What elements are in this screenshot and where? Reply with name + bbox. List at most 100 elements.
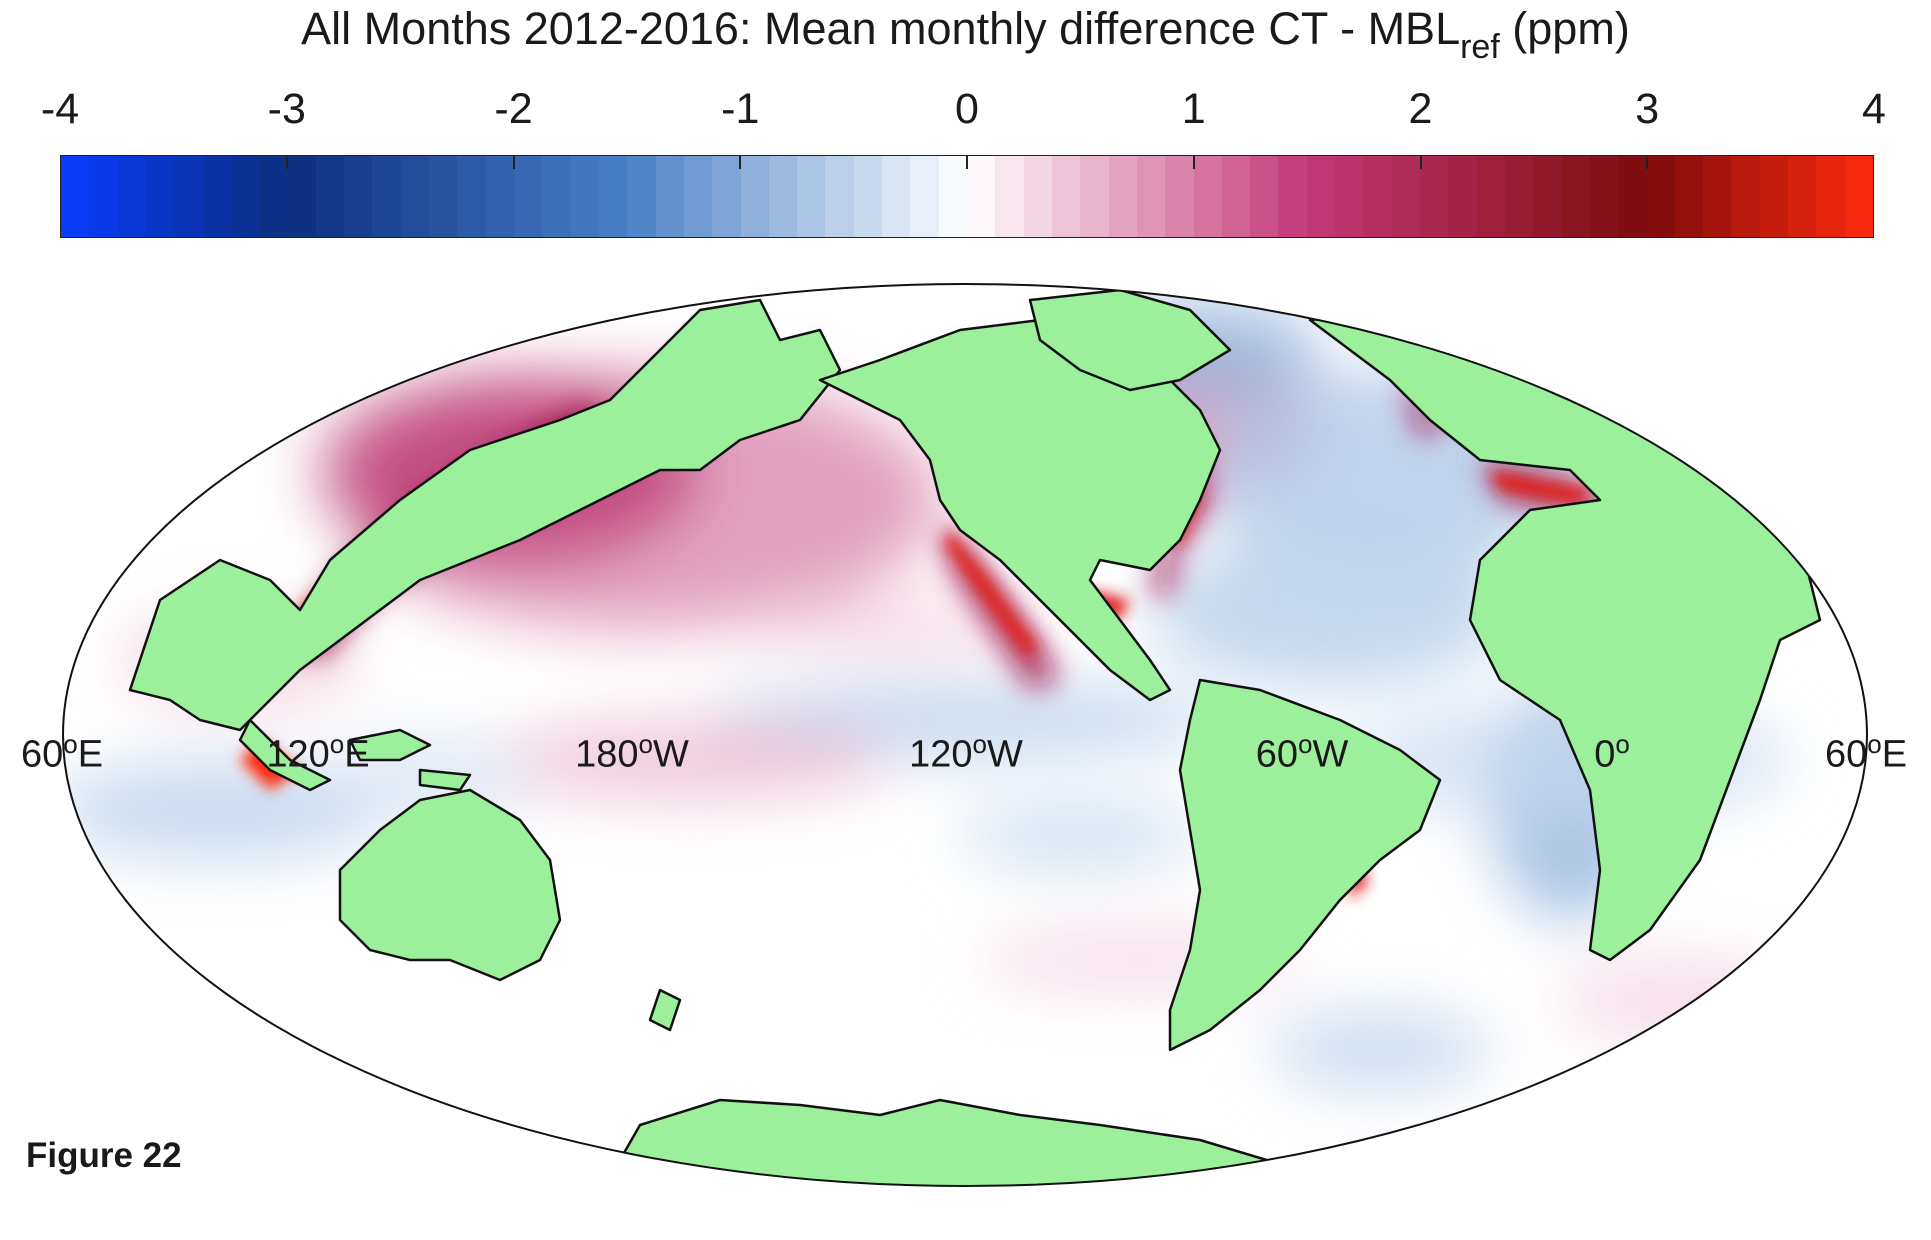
colorbar-tick-label: 4 (1862, 85, 1886, 133)
colorbar-segment (145, 156, 175, 237)
longitude-label-value: 60 (1824, 733, 1868, 776)
degree-symbol: o (63, 729, 78, 759)
degree-symbol: o (1615, 729, 1630, 759)
colorbar-segment (1108, 156, 1137, 237)
colorbar-tick-label: 0 (955, 85, 979, 133)
longitude-label-value: 120 (266, 733, 330, 776)
colorbar-segment (1165, 156, 1194, 237)
colorbar-tick-label: -1 (721, 85, 760, 133)
colorbar-segment (882, 156, 911, 237)
colorbar-segment (1420, 156, 1449, 237)
colorbar-segment (1051, 156, 1081, 237)
longitude-label-value: 60 (1255, 733, 1298, 776)
colorbar-segment (202, 156, 231, 237)
colorbar-segment (485, 156, 514, 237)
colorbar-segment (1221, 156, 1251, 237)
colorbar-segment (1561, 156, 1590, 237)
colorbar-segment (1250, 156, 1279, 237)
colorbar-segment (287, 156, 316, 237)
chart-title: All Months 2012-2016: Mean monthly diffe… (0, 0, 1931, 64)
longitude-label: 120oW (909, 722, 1023, 777)
colorbar-tick-label: -3 (267, 85, 306, 133)
longitude-label-unit: E (344, 733, 370, 776)
colorbar-segment (89, 156, 118, 237)
colorbar-tick-label: -2 (494, 85, 533, 133)
colorbar-segment (1363, 156, 1392, 237)
colorbar-segment (967, 156, 996, 237)
colorbar-segment (230, 156, 260, 237)
antarctica-landmass (618, 1098, 1302, 1186)
longitude-label-unit: W (653, 733, 689, 776)
colorbar-segment (1759, 156, 1789, 237)
colorbar-segment (259, 156, 288, 237)
title-suffix: (ppm) (1499, 3, 1630, 54)
degree-symbol: o (638, 729, 653, 759)
colorbar-segment (627, 156, 656, 237)
colorbar-segment (768, 156, 798, 237)
degree-symbol: o (972, 729, 987, 759)
colorbar-tick-label: -4 (40, 85, 80, 133)
colorbar-segment (910, 156, 939, 237)
colorbar-segment (1476, 156, 1505, 237)
colorbar-segment (457, 156, 486, 237)
longitude-label-unit: E (1881, 733, 1908, 776)
colorbar-segment (1646, 156, 1675, 237)
colorbar-segment (542, 156, 571, 237)
colorbar-segment (1533, 156, 1562, 237)
degree-symbol: o (329, 729, 345, 759)
colorbar-tick-label: 3 (1635, 85, 1660, 133)
colorbar-segment (1788, 156, 1817, 237)
longitude-label-unit: E (77, 733, 104, 776)
colorbar-segment (1674, 156, 1704, 237)
land-masses (128, 288, 1822, 1186)
colorbar (60, 155, 1874, 238)
colorbar-segment (372, 156, 401, 237)
longitude-label: 180oW (575, 722, 689, 777)
colorbar-segment (598, 156, 628, 237)
longitude-label-value: 60 (20, 733, 64, 776)
colorbar-segment (1703, 156, 1732, 237)
colorbar-tick-labels: -4 -3 -2 -1 0 1 2 3 4 (0, 84, 1931, 134)
colorbar-segment (825, 156, 854, 237)
colorbar-segment (1731, 156, 1760, 237)
greenland-landmass (1028, 288, 1232, 392)
longitude-label: 120oE (266, 722, 369, 777)
degree-symbol: o (1297, 729, 1313, 759)
colorbar-segment (712, 156, 741, 237)
colorbar-segment (1136, 156, 1166, 237)
longitude-label-unit: W (1312, 733, 1349, 776)
southeast-asia-islands (238, 718, 472, 792)
colorbar-segment (1448, 156, 1477, 237)
longitude-label-value: 0 (1594, 733, 1616, 776)
colorbar-segment (1589, 156, 1619, 237)
colorbar-segment (570, 156, 599, 237)
colorbar-segment (429, 156, 458, 237)
colorbar-segment (1844, 156, 1873, 237)
australia-landmass (338, 788, 562, 982)
title-subscript: ref (1460, 28, 1500, 66)
colorbar-segment (655, 156, 684, 237)
colorbar-tick-label: 2 (1408, 85, 1433, 133)
colorbar-segment (740, 156, 769, 237)
colorbar-segment (797, 156, 826, 237)
colorbar-segment (938, 156, 967, 237)
longitude-label-value: 180 (575, 733, 639, 776)
colorbar-segment (1193, 156, 1222, 237)
colorbar-segment (1306, 156, 1336, 237)
colorbar-segment (1816, 156, 1845, 237)
map-border (62, 283, 1868, 1187)
colorbar-segment (174, 156, 203, 237)
colorbar-segment (995, 156, 1024, 237)
colorbar-segment (1080, 156, 1109, 237)
colorbar-segment (400, 156, 430, 237)
colorbar-segment (1391, 156, 1420, 237)
title-main: All Months 2012-2016: Mean monthly diffe… (301, 3, 1461, 54)
colorbar-segment (853, 156, 883, 237)
colorbar-segment (344, 156, 373, 237)
figure-label: Figure 22 (26, 1136, 182, 1175)
colorbar-segment (1278, 156, 1307, 237)
new-zealand-landmass (648, 988, 682, 1032)
longitude-label-value: 120 (909, 733, 973, 776)
longitude-label-unit: W (987, 733, 1023, 776)
longitude-label: 60oE (21, 722, 103, 777)
